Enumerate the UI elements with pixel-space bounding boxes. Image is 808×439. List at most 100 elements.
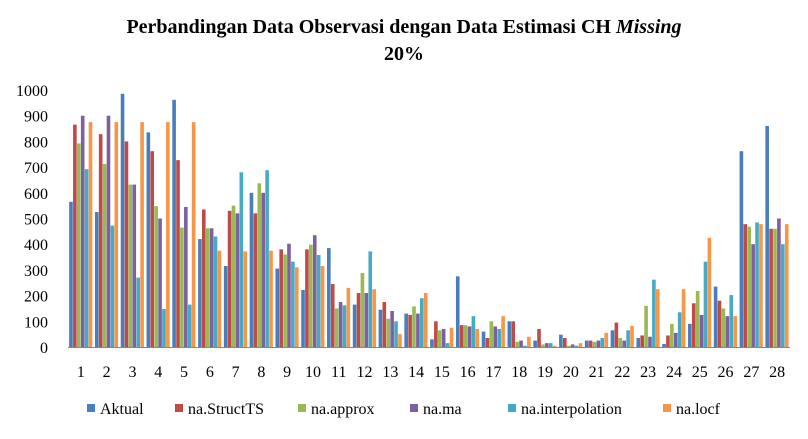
y-tick-label: 500	[24, 212, 48, 229]
bar	[261, 192, 265, 347]
bar	[733, 316, 737, 347]
bar	[648, 336, 652, 347]
x-tick-label: 13	[382, 364, 398, 381]
y-tick-label: 800	[24, 134, 48, 151]
bar	[695, 290, 700, 347]
y-tick-label: 300	[24, 263, 48, 280]
bar	[662, 343, 666, 347]
bar	[120, 93, 125, 347]
bar	[198, 239, 202, 347]
bar	[441, 329, 446, 347]
bar	[784, 224, 789, 347]
bar	[703, 261, 708, 347]
bar	[437, 330, 442, 347]
x-tick-label: 25	[692, 364, 708, 381]
y-axis-ticks: 0 100 200 300 400 500 600 700 800 900 1000	[16, 83, 48, 357]
legend-swatch	[298, 404, 306, 412]
bar	[485, 338, 490, 347]
bar	[243, 251, 248, 347]
legend-swatch	[87, 404, 95, 412]
bar	[227, 210, 232, 347]
legend-label: na.interpolation	[521, 401, 622, 418]
bar	[666, 335, 670, 347]
bar	[537, 329, 541, 347]
bar	[202, 209, 206, 347]
bar	[588, 340, 593, 347]
bar	[777, 218, 781, 347]
bar	[533, 340, 537, 347]
bar	[681, 289, 686, 347]
bar	[545, 343, 549, 347]
bar	[501, 316, 505, 347]
bar	[420, 298, 424, 347]
bar	[688, 323, 692, 347]
bar	[166, 122, 170, 348]
bar	[94, 212, 99, 347]
x-tick-label: 1	[77, 364, 85, 381]
bar	[743, 224, 748, 347]
bar	[652, 279, 656, 347]
bar	[176, 160, 180, 347]
bar	[301, 289, 305, 347]
bar	[670, 323, 674, 347]
legend-swatch	[410, 404, 418, 412]
x-tick-label: 15	[434, 364, 450, 381]
bar	[205, 228, 210, 347]
bar	[511, 321, 516, 347]
bar	[765, 125, 769, 347]
bar	[773, 228, 777, 347]
bar	[184, 206, 188, 347]
bar	[352, 304, 357, 347]
y-tick-label: 700	[24, 160, 48, 177]
bar	[187, 304, 192, 347]
bar	[76, 143, 81, 347]
bar	[751, 244, 755, 347]
y-tick-label: 100	[24, 314, 48, 331]
bar	[559, 334, 563, 347]
bar	[209, 228, 214, 347]
bar	[213, 236, 218, 347]
bar	[781, 244, 785, 347]
bar	[563, 338, 567, 347]
bar	[630, 325, 634, 347]
bar	[291, 261, 295, 347]
bar	[217, 250, 222, 348]
y-tick-label: 200	[24, 289, 48, 306]
bar	[269, 250, 273, 348]
y-tick-label: 1000	[16, 83, 48, 100]
bar	[729, 295, 734, 347]
bar	[309, 244, 313, 347]
x-tick-label: 17	[485, 364, 501, 381]
bar	[618, 338, 623, 347]
bar	[434, 321, 438, 347]
x-tick-label: 3	[128, 364, 136, 381]
bar	[257, 183, 262, 347]
bar	[386, 318, 391, 347]
bar	[412, 306, 416, 347]
bar	[279, 249, 283, 347]
bar	[73, 124, 77, 347]
x-tick-label: 10	[305, 364, 321, 381]
x-tick-label: 26	[718, 364, 734, 381]
bar	[548, 343, 553, 347]
bar	[382, 302, 387, 347]
bar	[330, 284, 335, 347]
bar	[596, 340, 601, 347]
bar	[570, 344, 575, 347]
bar	[656, 289, 660, 347]
bar	[769, 228, 773, 347]
x-tick-label: 11	[331, 364, 346, 381]
x-tick-label: 12	[357, 364, 373, 381]
x-tick-label: 24	[666, 364, 682, 381]
bar	[69, 201, 73, 347]
bar	[459, 325, 464, 347]
bar	[527, 336, 531, 347]
x-axis-ticks: 1 2 3 4 5 6 7 8 9 10 11 12 13 14 15 16 17 18 19 20 21 22 23 24 2…	[77, 364, 785, 381]
bar	[334, 308, 339, 347]
x-tick-label: 20	[563, 364, 579, 381]
bar	[739, 151, 744, 347]
bar	[320, 266, 325, 347]
legend: Aktual na.StructTS na.approx na.ma na.interp…	[87, 401, 721, 418]
bar	[342, 305, 347, 347]
